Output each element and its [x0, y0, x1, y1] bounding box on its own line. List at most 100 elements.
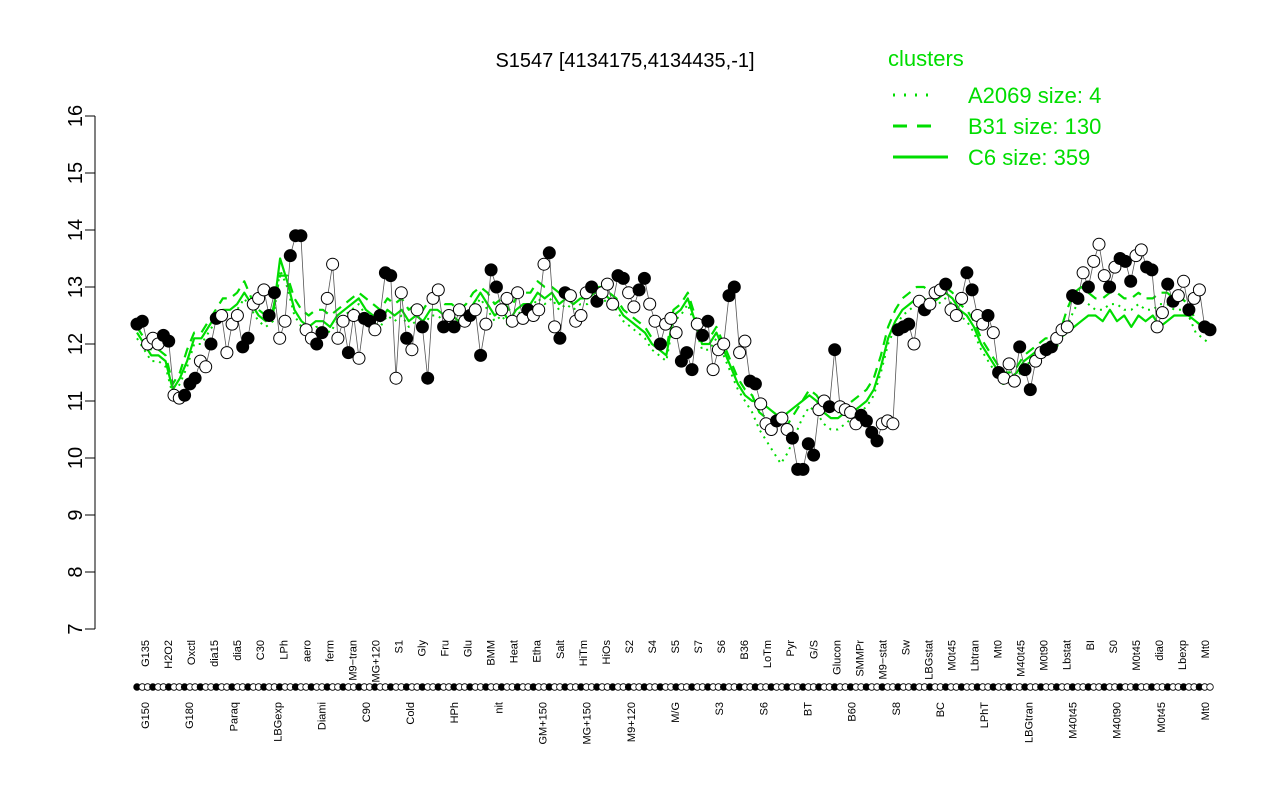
y-tick-label: 12 [65, 333, 87, 355]
data-point [563, 289, 577, 303]
data-point [1192, 283, 1206, 297]
data-point [511, 286, 525, 300]
data-point [653, 337, 667, 351]
x-tick-label-top: C30 [255, 640, 267, 660]
data-point [310, 337, 324, 351]
y-tick-label: 15 [65, 162, 87, 184]
data-point [442, 309, 456, 322]
x-rug-marks [133, 683, 1214, 691]
data-point [1118, 254, 1132, 268]
data-point [801, 437, 815, 451]
x-tick-label-top: HiOs [601, 640, 613, 665]
x-tick-label-bottom: M40t45 [1068, 702, 1080, 739]
x-tick-label-bottom: LPhT [979, 702, 991, 729]
data-point [368, 323, 382, 337]
y-tick-label: 14 [65, 219, 87, 241]
y-tick-label: 9 [65, 509, 87, 520]
x-tick-label-top: Mt0 [1200, 640, 1212, 658]
data-point [188, 371, 202, 385]
data-point [680, 346, 694, 360]
x-tick-label-bottom: GM+150 [538, 702, 550, 745]
data-points [130, 229, 1217, 476]
x-tick-label-top: Pyr [785, 640, 797, 657]
x-tick-label-top: G/S [808, 640, 820, 659]
x-tick-label-top: dia5 [232, 640, 244, 661]
data-point [965, 283, 979, 297]
data-point [643, 297, 657, 311]
x-tick-label-bottom: LBGtran [1023, 702, 1035, 743]
data-point [204, 337, 218, 351]
series-line-dotted [136, 268, 1211, 465]
data-point [537, 257, 551, 271]
data-point [262, 309, 276, 322]
data-point [902, 317, 916, 331]
x-tick-label-bottom: S6 [758, 702, 770, 715]
data-point [600, 277, 614, 291]
x-tick-labels: G135 H2O2 Oxctl dia15 dia5 C30 LPh aero ferm M9−t… [140, 639, 1212, 744]
data-point [199, 360, 213, 374]
legend-label-c6: C6 size: 359 [968, 145, 1090, 170]
x-tick-label-bottom: HPh [449, 702, 461, 723]
x-tick-label-top: Lbtran [970, 640, 982, 671]
x-tick-label-top: B36 [739, 640, 751, 660]
legend-title: clusters [888, 46, 964, 71]
x-tick-label-top: Glucon [831, 640, 843, 675]
data-point [347, 309, 361, 322]
x-tick-label-top: BMM [486, 640, 498, 666]
x-tick-label-top: Glu [463, 640, 475, 657]
data-point [907, 337, 921, 351]
data-point [479, 317, 493, 331]
data-point [320, 291, 334, 305]
data-point [273, 331, 287, 345]
data-point [616, 271, 630, 285]
data-point [1092, 237, 1106, 251]
x-tick-label-bottom: C90 [361, 702, 373, 722]
data-point [1161, 277, 1175, 291]
x-tick-label-top: M0t45 [1131, 640, 1143, 671]
data-point [1177, 274, 1191, 288]
x-tick-label-top: G135 [140, 640, 152, 667]
data-point [696, 328, 710, 342]
legend: clusters A2069 size: 4 B31 size: 130 C6 … [888, 46, 1101, 170]
data-point [447, 320, 461, 334]
data-point [400, 331, 414, 345]
data-point [484, 263, 498, 277]
x-tick-label-top: S4 [647, 640, 659, 653]
x-tick-label-top: S0 [1108, 640, 1120, 653]
data-point [373, 309, 387, 322]
x-tick-label-top: S5 [670, 640, 682, 653]
series-lines [136, 257, 1211, 465]
data-point [341, 346, 355, 360]
x-tick-label-bottom: M9+120 [626, 702, 638, 742]
x-tick-label-top: Gly [417, 640, 429, 657]
data-point [690, 317, 704, 331]
data-point [859, 414, 873, 428]
data-point [1097, 269, 1111, 283]
x-tick-label-top: S6 [716, 640, 728, 653]
data-point [664, 311, 678, 325]
x-tick-label-top: Lbexp [1177, 640, 1189, 670]
x-tick-label-bottom: G150 [140, 702, 152, 729]
y-tick-label: 13 [65, 276, 87, 298]
x-tick-label-top: M9−tran [347, 640, 359, 681]
data-point [748, 377, 762, 391]
x-tick-label-bottom: LBGexp [273, 702, 285, 742]
data-point [627, 300, 641, 314]
data-point [775, 411, 789, 425]
data-point [870, 434, 884, 448]
x-tick-label-top: HiTm [578, 640, 590, 666]
data-point [574, 309, 588, 322]
data-point [727, 280, 741, 294]
data-point [1002, 357, 1016, 371]
x-tick-label-top: Etha [532, 639, 544, 663]
x-tick-label-top: Salt [555, 640, 567, 659]
data-point [1155, 306, 1169, 320]
data-point [1076, 266, 1090, 280]
data-point [215, 309, 229, 322]
y-tick-label: 8 [65, 566, 87, 577]
x-tick-label-top: S2 [624, 640, 636, 653]
series-line-dashed [136, 274, 1211, 431]
x-tick-label-top: Mt0 [993, 640, 1005, 658]
chart-title: S1547 [4134175,4134435,-1] [495, 50, 754, 72]
